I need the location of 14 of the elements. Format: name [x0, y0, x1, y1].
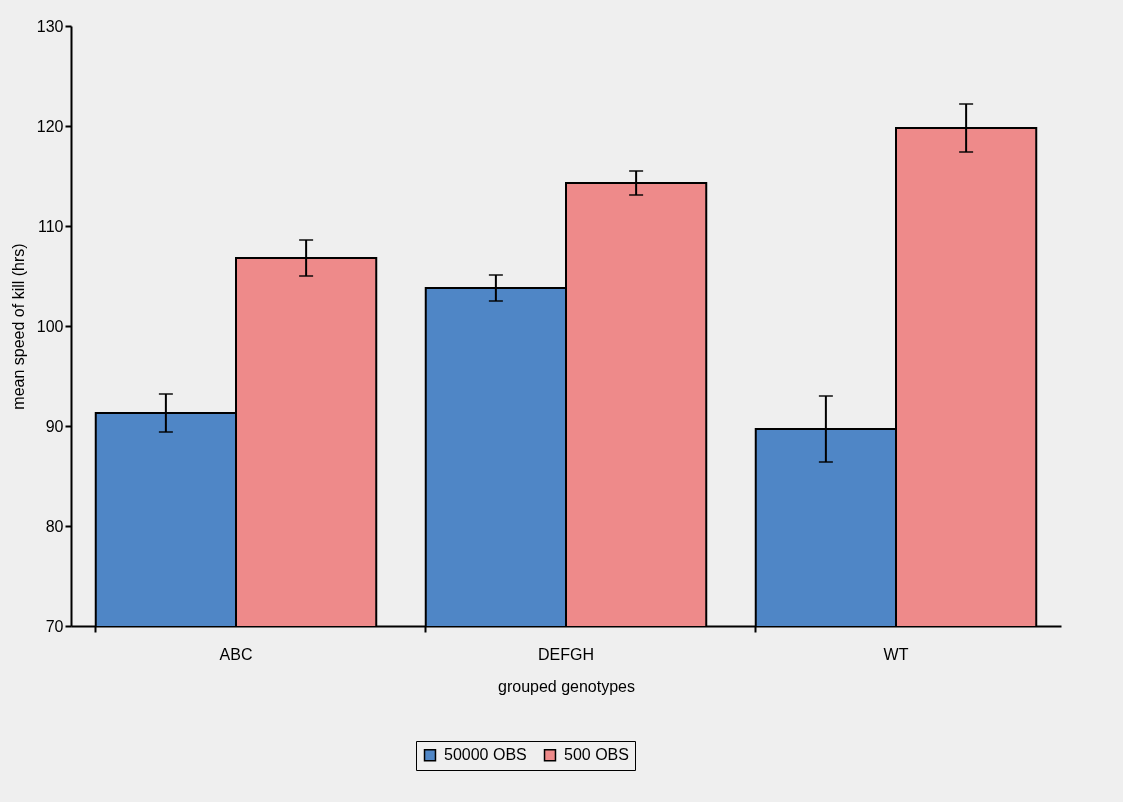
y-tick-label: 80 — [45, 517, 64, 535]
legend-label: 50000 OBS — [444, 746, 527, 764]
legend-label: 500 OBS — [564, 746, 629, 764]
y-tick-label: 130 — [36, 17, 64, 35]
x-axis-title: grouped genotypes — [498, 677, 635, 695]
y-axis-title: mean speed of kill (hrs) — [9, 243, 27, 410]
x-tick-label: DEFGH — [538, 645, 594, 663]
y-tick-label: 120 — [36, 117, 64, 135]
y-tick-label: 100 — [36, 317, 64, 335]
x-tick-label: ABC — [219, 645, 253, 663]
y-tick-label: 70 — [45, 617, 64, 635]
x-tick-label: WT — [883, 645, 909, 663]
y-tick-label: 110 — [37, 217, 64, 235]
y-tick-label: 90 — [45, 417, 64, 435]
